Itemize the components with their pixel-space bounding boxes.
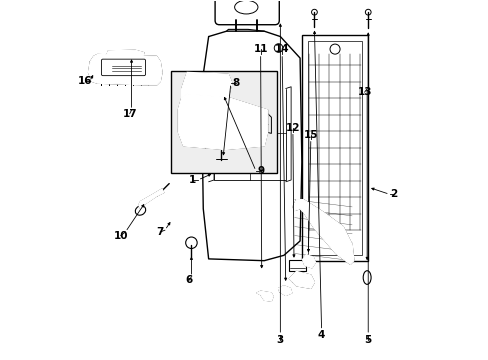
Text: 7: 7: [156, 227, 163, 237]
Text: 6: 6: [185, 275, 192, 285]
Text: 16: 16: [78, 76, 92, 86]
Text: 15: 15: [303, 130, 317, 140]
Circle shape: [311, 9, 317, 15]
Text: 17: 17: [122, 109, 137, 119]
Polygon shape: [88, 54, 162, 85]
Text: 5: 5: [364, 334, 371, 345]
Text: 4: 4: [317, 330, 325, 340]
Text: 14: 14: [274, 44, 289, 54]
Text: 9: 9: [257, 166, 264, 176]
Circle shape: [365, 9, 370, 15]
Text: 12: 12: [285, 123, 300, 133]
Polygon shape: [257, 291, 273, 301]
FancyBboxPatch shape: [288, 260, 305, 271]
Polygon shape: [178, 94, 267, 149]
Polygon shape: [182, 72, 231, 98]
Polygon shape: [278, 286, 291, 296]
Text: 11: 11: [253, 44, 267, 54]
Text: 8: 8: [231, 78, 239, 88]
Polygon shape: [139, 189, 163, 209]
Polygon shape: [292, 200, 353, 264]
Polygon shape: [302, 255, 315, 268]
Text: 2: 2: [389, 189, 396, 199]
Polygon shape: [106, 50, 144, 57]
Text: 10: 10: [113, 231, 128, 240]
Text: 3: 3: [276, 334, 284, 345]
Text: 13: 13: [357, 87, 371, 97]
FancyBboxPatch shape: [171, 71, 276, 173]
Text: 1: 1: [188, 175, 196, 185]
Polygon shape: [289, 271, 314, 288]
